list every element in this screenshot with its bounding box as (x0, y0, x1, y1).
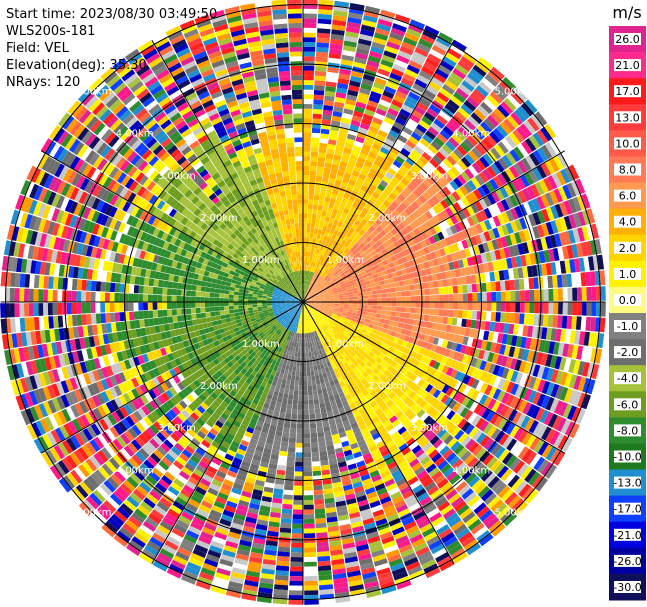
range-label: 2.00km (200, 381, 238, 392)
range-label: 2.00km (368, 381, 406, 392)
range-label: 4.00km (452, 129, 490, 140)
field-name: Field: VEL (6, 41, 69, 56)
range-label: 2.00km (200, 213, 238, 224)
range-label: 3.00km (410, 171, 448, 182)
elevation: Elevation(deg): 35.30 (6, 58, 147, 73)
range-label: 5.00km (494, 507, 532, 518)
range-label: 1.00km (242, 255, 280, 266)
range-label: 5.00km (74, 507, 112, 518)
range-label: 4.00km (116, 129, 154, 140)
range-label: 1.00km (326, 339, 364, 350)
scan-info: Start time: 2023/08/30 03:49:50 WLS200s-… (6, 6, 217, 91)
azimuth-spoke (151, 39, 455, 565)
range-label: 5.00km (74, 87, 112, 98)
nrays: NRays: 120 (6, 75, 81, 90)
start-time: Start time: 2023/08/30 03:49:50 (6, 7, 218, 22)
azimuth-spokes (0, 0, 606, 605)
range-label: 3.00km (158, 423, 196, 434)
instrument-name: WLS200s-181 (6, 24, 96, 39)
range-label: 2.00km (368, 213, 406, 224)
range-label: 1.00km (326, 255, 364, 266)
range-label: 3.00km (410, 423, 448, 434)
range-label: 4.00km (452, 465, 490, 476)
range-label: 3.00km (158, 171, 196, 182)
range-label: 4.00km (116, 465, 154, 476)
range-labels: 1.00km 1.00km 1.00km 1.00km 2.00km 2.00km 2.00… (74, 87, 533, 519)
velocity-rays (0, 0, 606, 605)
range-label: 5.00km (494, 87, 532, 98)
range-label: 1.00km (242, 339, 280, 350)
